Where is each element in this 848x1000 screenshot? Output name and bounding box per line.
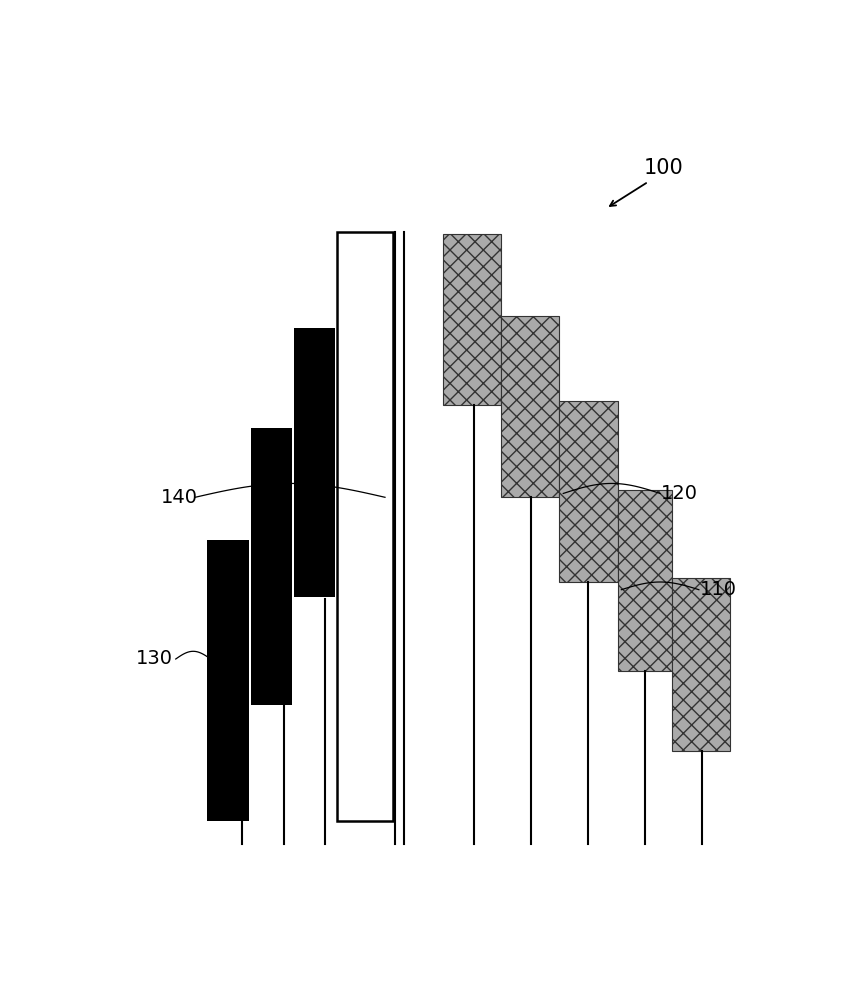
Bar bbox=[294, 328, 335, 597]
Bar bbox=[251, 428, 292, 705]
Bar bbox=[444, 234, 501, 405]
Text: 140: 140 bbox=[161, 488, 198, 507]
Bar bbox=[337, 232, 393, 821]
Text: 100: 100 bbox=[644, 158, 683, 178]
Text: 110: 110 bbox=[700, 580, 737, 599]
Bar bbox=[207, 540, 249, 821]
Text: 120: 120 bbox=[661, 484, 698, 503]
Bar bbox=[672, 578, 730, 751]
Bar bbox=[617, 490, 672, 671]
Bar bbox=[501, 316, 560, 497]
Text: 130: 130 bbox=[136, 650, 172, 668]
Bar bbox=[560, 401, 617, 582]
